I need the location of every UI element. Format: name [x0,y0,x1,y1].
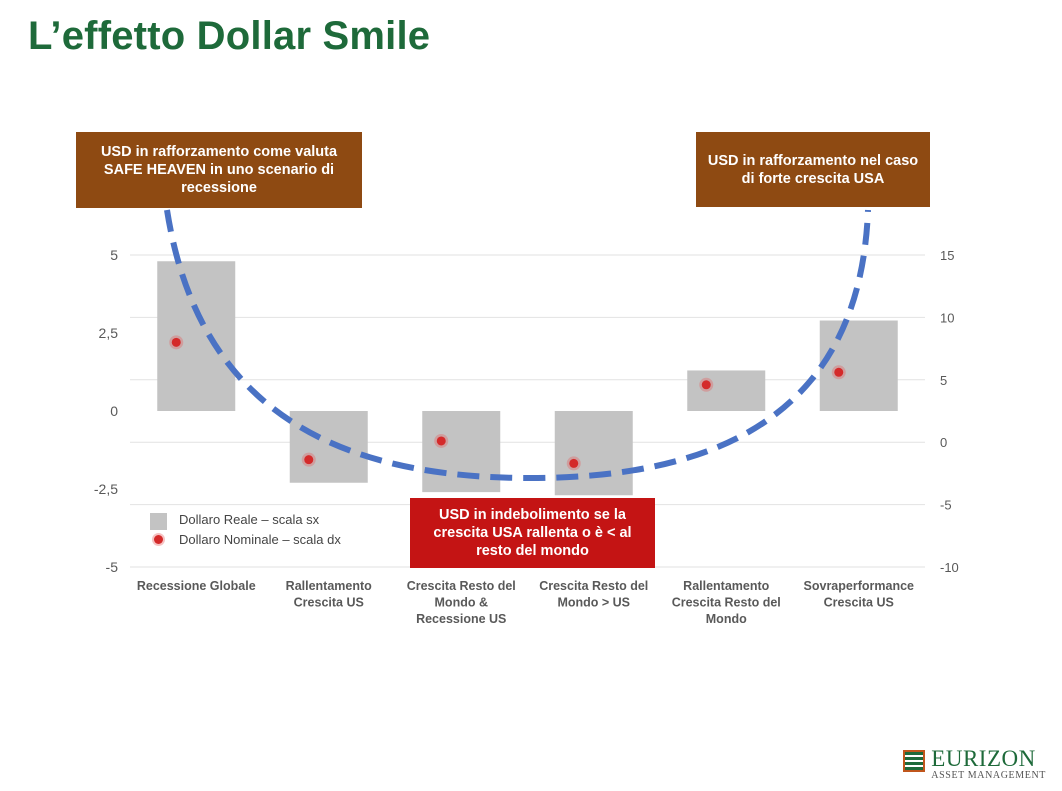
dot-5 [834,367,844,377]
dot-4 [701,380,711,390]
logo-mark-icon [903,750,926,772]
dots-layer [169,335,846,471]
eurizon-logo: EURIZON ASSET MANAGEMENT [903,746,1046,781]
page-title: L’effetto Dollar Smile [28,14,431,58]
right-axis-ticks: 15 10 5 0 -5 -10 [940,248,959,575]
legend-dot-marker [154,535,163,544]
left-tick-label-4: -5 [106,559,119,575]
category-label-3-line-0: Crescita Resto del [539,579,648,593]
bar-5 [819,320,898,411]
category-label-0-line-0: Recessione Globale [137,579,256,593]
category-label-3-line-1: Mondo > US [557,596,630,610]
bar-2 [422,411,501,493]
category-label-2: Crescita Resto del Mondo & Recessione US [407,579,516,626]
category-label-5-line-0: Sovraperformance [804,579,915,593]
category-label-1-line-0: Rallentamento [286,579,372,593]
right-tick-label-5: -10 [940,560,959,575]
left-tick-label-1: 2,5 [99,325,119,341]
category-label-4-line-1: Crescita Resto del [672,596,781,610]
category-label-4-line-2: Mondo [706,612,747,626]
category-label-2-line-1: Mondo & [435,596,488,610]
category-label-4: Rallentamento Crescita Resto del Mondo [672,579,781,626]
category-label-4-line-0: Rallentamento [683,579,769,593]
left-tick-label-0: 5 [110,247,118,263]
category-label-5: Sovraperformance Crescita US [804,579,915,610]
left-tick-label-2: 0 [110,403,118,419]
bars-layer [157,261,898,496]
smile-curve-line [164,209,871,482]
category-label-3: Crescita Resto del Mondo > US [539,579,648,610]
category-label-2-line-2: Recessione US [416,612,506,626]
chart-legend: Dollaro Reale – scala sx Dollaro Nominal… [150,512,349,549]
legend-item-nominal: Dollaro Nominale – scala dx [150,532,349,547]
annotation-weakening: USD in indebolimento se la crescita USA … [410,498,655,568]
dot-1 [304,455,314,465]
legend-bar-swatch [150,513,167,530]
right-tick-label-4: -5 [940,498,952,513]
dot-3 [569,458,579,468]
annotation-safe-haven: USD in rafforzamento come valuta SAFE HE… [76,132,362,208]
smile-curve-layer [164,209,871,482]
bar-1 [289,411,368,483]
right-tick-label-3: 0 [940,435,947,450]
category-label-2-line-0: Crescita Resto del [407,579,516,593]
left-axis-ticks: 5 2,5 0 -2,5 -5 [94,247,118,575]
right-tick-label-1: 10 [940,310,954,325]
right-tick-label-2: 5 [940,373,947,388]
category-label-0: Recessione Globale [137,579,256,593]
right-tick-label-0: 15 [940,248,954,263]
bar-4 [687,370,766,411]
category-label-1: Rallentamento Crescita US [286,579,372,610]
legend-label-nominal: Dollaro Nominale – scala dx [179,532,341,547]
annotation-strong-growth: USD in rafforzamento nel caso di forte c… [696,132,930,207]
bar-0 [157,261,236,411]
category-labels: Recessione Globale Rallentamento Crescita … [137,579,914,626]
logo-name: EURIZON [931,746,1036,771]
legend-label-real: Dollaro Reale – scala sx [179,512,320,527]
dot-2 [436,436,446,446]
logo-subtitle: ASSET MANAGEMENT [931,770,1046,781]
bar-3 [554,411,633,496]
category-label-1-line-1: Crescita US [294,596,364,610]
legend-item-real: Dollaro Reale – scala sx [150,512,349,530]
left-tick-label-3: -2,5 [94,481,118,497]
dot-0 [171,337,181,347]
category-label-5-line-1: Crescita US [824,596,894,610]
